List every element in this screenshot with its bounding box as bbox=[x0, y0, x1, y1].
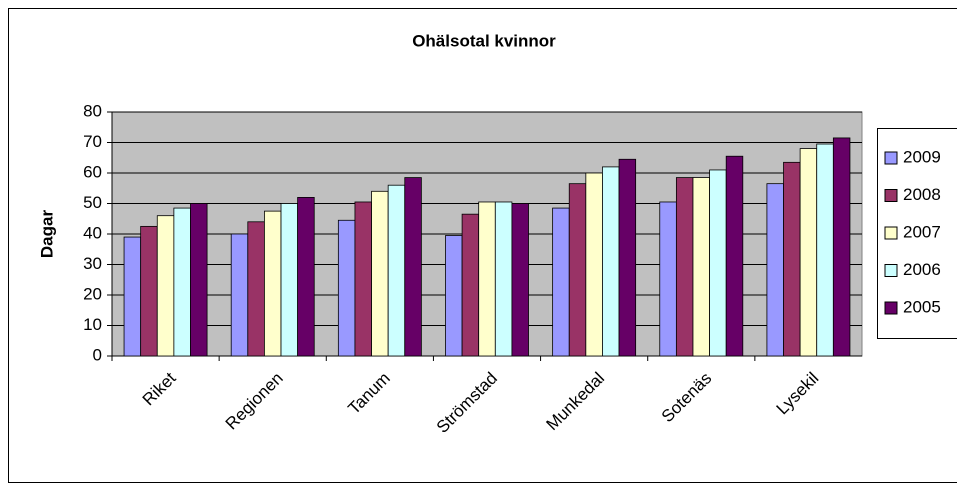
bar bbox=[140, 225, 158, 357]
y-tick-label: 40 bbox=[83, 223, 102, 242]
bar bbox=[264, 210, 282, 357]
legend-swatch bbox=[884, 189, 898, 202]
bar bbox=[404, 177, 422, 357]
chart-title: Ohälsotal kvinnor bbox=[412, 31, 556, 50]
bar bbox=[354, 201, 372, 357]
bar bbox=[461, 213, 480, 357]
y-tick-label: 0 bbox=[93, 345, 102, 364]
legend-label: 2009 bbox=[903, 147, 941, 166]
bar bbox=[675, 177, 694, 357]
x-tick-label: Munkedal bbox=[543, 369, 609, 435]
bar bbox=[387, 184, 406, 357]
y-tick-label: 60 bbox=[83, 162, 102, 181]
bar bbox=[568, 183, 587, 357]
y-tick-label: 30 bbox=[83, 254, 102, 273]
y-tick-label: 20 bbox=[83, 284, 102, 303]
y-tick-label: 10 bbox=[83, 315, 102, 334]
bar bbox=[585, 172, 603, 357]
bar bbox=[725, 155, 744, 357]
y-tick-label: 80 bbox=[83, 101, 102, 120]
x-tick-label: Lysekil bbox=[773, 369, 823, 419]
legend-swatch bbox=[884, 151, 898, 165]
x-tick-label: Regionen bbox=[222, 369, 287, 434]
y-axis-label: Dagar bbox=[37, 210, 56, 259]
bar bbox=[692, 177, 710, 357]
bar bbox=[337, 219, 356, 357]
bar bbox=[156, 215, 175, 357]
x-tick-label: Riket bbox=[139, 368, 180, 409]
bar bbox=[602, 166, 620, 357]
bar bbox=[816, 143, 834, 357]
y-tick-label: 50 bbox=[83, 193, 102, 212]
x-tick-label: Strömstad bbox=[433, 369, 501, 437]
legend-label: 2005 bbox=[903, 297, 941, 316]
bar bbox=[709, 169, 727, 357]
legend-swatch bbox=[884, 301, 898, 315]
legend-label: 2006 bbox=[903, 260, 941, 279]
bar bbox=[494, 201, 513, 357]
legend-box bbox=[877, 128, 957, 339]
bar bbox=[173, 207, 191, 357]
bar bbox=[552, 207, 570, 357]
x-tick-label: Sotenäs bbox=[658, 369, 716, 427]
bar bbox=[478, 201, 496, 357]
bar bbox=[799, 148, 818, 357]
bar bbox=[511, 203, 529, 357]
bar bbox=[230, 233, 249, 357]
bar bbox=[190, 203, 208, 357]
bar bbox=[123, 236, 142, 357]
bar bbox=[371, 190, 389, 357]
bar bbox=[297, 196, 315, 357]
legend-label: 2008 bbox=[903, 185, 941, 204]
y-tick-label: 70 bbox=[83, 132, 102, 151]
legend-label: 2007 bbox=[903, 222, 941, 241]
legend-swatch bbox=[884, 264, 898, 277]
bar bbox=[618, 158, 637, 357]
bar bbox=[247, 221, 265, 357]
legend-swatch bbox=[884, 226, 898, 240]
bar bbox=[659, 201, 677, 357]
bar bbox=[445, 235, 463, 357]
bar bbox=[766, 183, 784, 357]
bar bbox=[280, 203, 299, 357]
bar bbox=[783, 161, 801, 357]
x-tick-label: Tanum bbox=[344, 369, 394, 419]
bar bbox=[832, 137, 851, 357]
